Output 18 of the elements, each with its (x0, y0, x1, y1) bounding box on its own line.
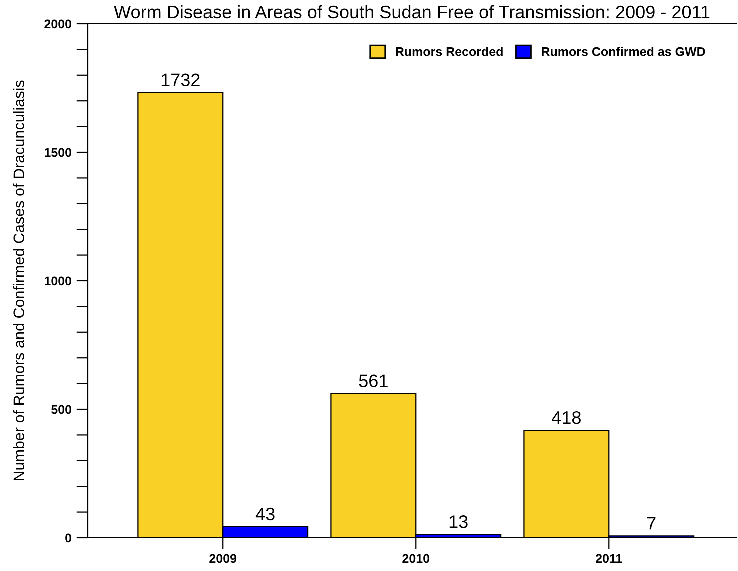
y-tick-label: 1500 (45, 148, 72, 158)
y-tick-label: 2000 (44, 20, 72, 29)
x-tick-label: 2011 (596, 554, 622, 564)
x-tick-label: 2010 (402, 554, 430, 564)
data-label: 13 (450, 516, 468, 528)
data-label: 1732 (162, 74, 200, 87)
y-tick-label: 500 (52, 405, 72, 414)
y-tick-label: 1000 (45, 276, 72, 286)
data-label: 43 (256, 508, 275, 521)
data-label: 418 (552, 411, 581, 424)
chart-title: Worm Disease in Areas of South Sudan Free of Transmission: 2009 - 2011 (114, 5, 710, 19)
y-tick-label: 0 (66, 534, 72, 543)
x-tick-label: 2009 (210, 554, 237, 564)
y-axis-title: Number of Rumors and Confirmed Cases of Dracunculiasis (13, 80, 25, 481)
legend-label: Rumors Recorded (396, 47, 503, 56)
data-label: 7 (648, 517, 656, 530)
legend-label: Rumors Confirmed as GWD (542, 47, 706, 56)
data-label: 561 (359, 374, 388, 388)
